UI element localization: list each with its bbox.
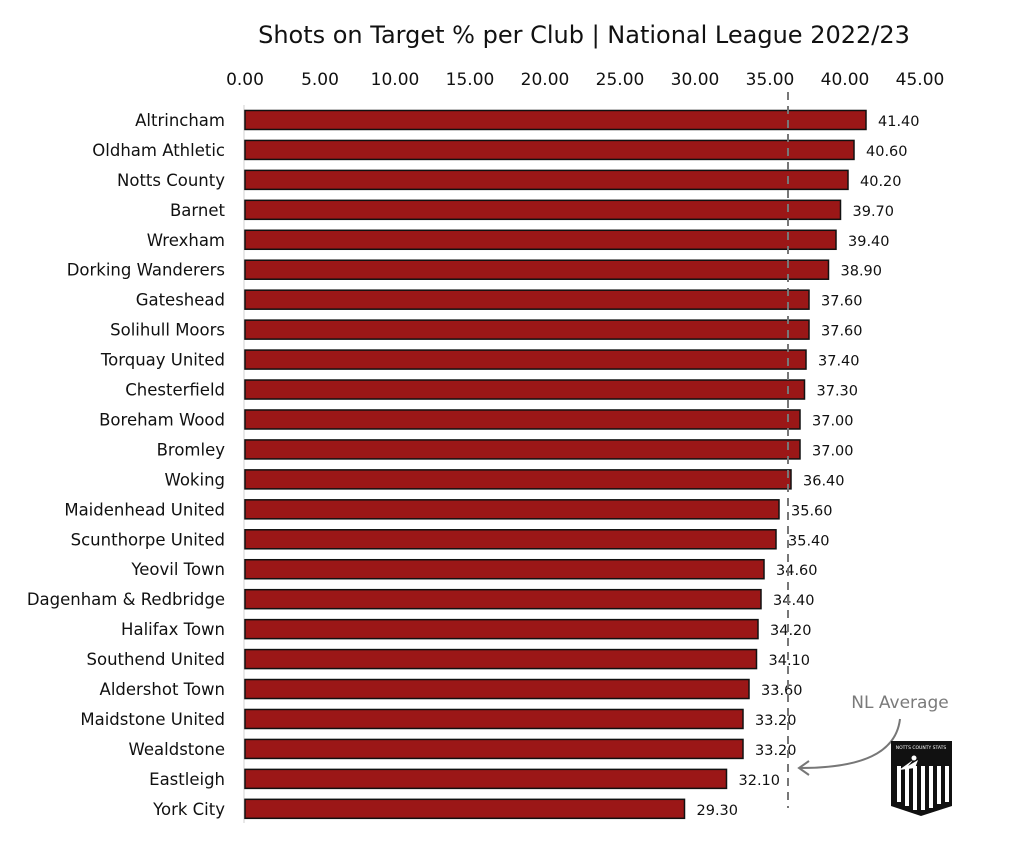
category-label: Dagenham & Redbridge	[27, 590, 225, 609]
category-label: Maidenhead United	[64, 500, 225, 519]
category-label: Maidstone United	[80, 710, 225, 729]
x-tick-label: 20.00	[521, 70, 570, 90]
category-label: Wrexham	[147, 231, 225, 250]
bar	[244, 738, 744, 760]
value-label: 37.00	[812, 443, 854, 459]
bar	[244, 409, 801, 430]
bar	[244, 798, 686, 820]
average-label: NL Average	[851, 693, 948, 713]
value-label: 34.60	[776, 563, 818, 579]
x-tick-label: 10.00	[371, 70, 420, 90]
x-tick-label: 45.00	[896, 70, 945, 90]
category-label: York City	[152, 800, 225, 819]
value-label: 35.40	[788, 533, 830, 549]
average-arrow	[799, 718, 901, 769]
bar	[244, 379, 806, 400]
x-tick-label: 30.00	[671, 70, 720, 90]
category-label: Barnet	[170, 201, 226, 220]
x-tick-label: 25.00	[596, 70, 645, 90]
bar	[244, 349, 807, 370]
category-label: Notts County	[117, 171, 225, 190]
bar	[244, 199, 842, 221]
category-label: Boreham Wood	[99, 410, 225, 429]
bar	[244, 648, 758, 670]
category-label: Wealdstone	[129, 740, 225, 759]
value-label: 32.10	[739, 773, 781, 789]
bar	[244, 169, 849, 191]
category-label: Oldham Athletic	[92, 141, 225, 160]
value-label: 40.60	[866, 144, 908, 160]
category-label: Scunthorpe United	[71, 530, 225, 549]
category-label: Southend United	[87, 650, 226, 669]
value-label: 37.40	[818, 354, 860, 370]
bars	[244, 109, 867, 820]
bar	[244, 439, 801, 460]
category-label: Bromley	[157, 440, 226, 459]
bar	[244, 259, 830, 280]
bar	[244, 139, 855, 161]
value-label: 40.20	[860, 174, 902, 190]
category-label: Solihull Moors	[110, 321, 225, 340]
value-labels: 41.40 40.60 40.20 39.70 39.40 38.90 37.60 37.60…	[697, 114, 920, 819]
value-label: 37.60	[821, 324, 863, 340]
chart-title: Shots on Target % per Club | National Le…	[258, 21, 910, 49]
bar	[244, 499, 780, 520]
bar	[244, 109, 867, 131]
value-label: 35.60	[791, 503, 833, 519]
category-label: Chesterfield	[125, 381, 225, 400]
value-label: 33.20	[755, 743, 797, 759]
category-label: Aldershot Town	[100, 680, 225, 699]
notts-county-stats-logo: NOTTS COUNTY STATS	[891, 741, 952, 816]
average-arrowhead	[797, 760, 810, 776]
bar	[244, 558, 765, 580]
bar	[244, 678, 750, 700]
bar	[244, 319, 810, 340]
x-axis: 0.00 5.00 10.00 15.00 20.00 25.00 30.00 35.00 40…	[226, 70, 944, 90]
x-tick-label: 40.00	[821, 70, 870, 90]
bar	[244, 529, 777, 550]
category-label: Woking	[164, 470, 225, 489]
value-label: 37.60	[821, 294, 863, 310]
x-tick-label: 5.00	[301, 70, 339, 90]
value-label: 34.10	[769, 653, 811, 669]
value-label: 36.40	[803, 473, 845, 489]
value-label: 33.60	[761, 683, 803, 699]
value-label: 34.40	[773, 593, 815, 609]
bar	[244, 229, 837, 251]
x-tick-label: 35.00	[746, 70, 795, 90]
value-label: 39.70	[853, 204, 895, 220]
category-label: Eastleigh	[149, 770, 225, 789]
x-tick-label: 15.00	[446, 70, 495, 90]
value-label: 34.20	[770, 623, 812, 639]
bar	[244, 768, 728, 790]
value-label: 37.30	[817, 384, 859, 400]
value-label: 33.20	[755, 713, 797, 729]
category-label: Halifax Town	[121, 620, 225, 639]
category-label: Gateshead	[136, 291, 225, 310]
value-label: 37.00	[812, 413, 854, 429]
value-label: 41.40	[878, 114, 920, 130]
category-label: Torquay United	[100, 351, 225, 370]
bar	[244, 289, 810, 310]
category-label: Yeovil Town	[130, 560, 225, 579]
x-tick-label: 0.00	[226, 70, 264, 90]
category-labels: Altrincham Oldham Athletic Notts County Bar…	[27, 111, 226, 819]
category-label: Dorking Wanderers	[67, 261, 225, 280]
bar	[244, 708, 744, 730]
value-label: 38.90	[841, 264, 883, 280]
logo-text: NOTTS COUNTY STATS	[896, 745, 947, 751]
value-label: 29.30	[697, 803, 739, 819]
value-label: 39.40	[848, 234, 890, 250]
bar	[244, 588, 762, 610]
bar	[244, 469, 792, 490]
category-label: Altrincham	[135, 111, 225, 130]
bar	[244, 618, 759, 640]
